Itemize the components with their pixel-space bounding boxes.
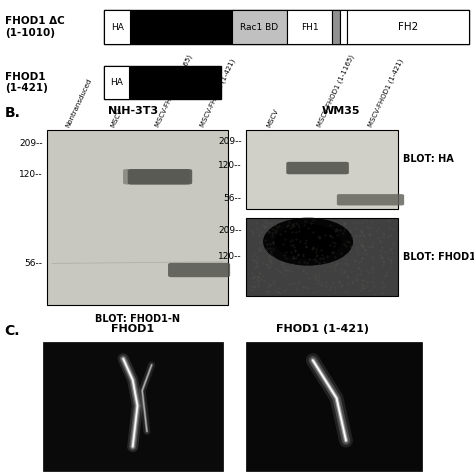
Text: FHOD1 ΔC
(1-1010): FHOD1 ΔC (1-1010) — [5, 16, 64, 38]
Bar — [246, 218, 398, 296]
Text: HA: HA — [110, 78, 123, 87]
Bar — [246, 130, 398, 209]
Text: C.: C. — [5, 324, 20, 338]
Text: BLOT: HA: BLOT: HA — [403, 154, 454, 164]
Text: 56--: 56-- — [25, 259, 43, 268]
Bar — [347, 10, 469, 44]
Bar — [246, 342, 422, 471]
Text: MSCV-FHOD1 (1-1165): MSCV-FHOD1 (1-1165) — [317, 54, 356, 128]
Text: 120--: 120-- — [218, 161, 242, 170]
Text: MSCV: MSCV — [266, 108, 280, 128]
Text: MSCV-FHOD1 (1-1165): MSCV-FHOD1 (1-1165) — [154, 54, 193, 128]
Bar — [104, 66, 221, 99]
Text: BLOT: FHOD1-C: BLOT: FHOD1-C — [403, 252, 474, 262]
Text: FHOD1: FHOD1 — [111, 324, 154, 334]
Bar — [47, 130, 228, 305]
Bar — [43, 342, 223, 471]
Text: 209--: 209-- — [19, 139, 43, 148]
Text: WM35: WM35 — [322, 107, 361, 117]
Ellipse shape — [263, 218, 353, 265]
Bar — [332, 10, 340, 44]
Text: Nontransduced: Nontransduced — [64, 77, 92, 128]
Text: 120--: 120-- — [218, 253, 242, 261]
Text: MSCV-FHOD1 (1-421): MSCV-FHOD1 (1-421) — [199, 58, 237, 128]
Bar — [104, 10, 469, 44]
Text: FHOD1 (1-421): FHOD1 (1-421) — [276, 324, 369, 334]
Text: 56--: 56-- — [224, 193, 242, 202]
Text: FH2: FH2 — [398, 22, 418, 32]
Bar — [232, 10, 287, 44]
Text: BLOT: FHOD1-N: BLOT: FHOD1-N — [95, 314, 180, 324]
Ellipse shape — [275, 224, 341, 259]
Text: 209--: 209-- — [218, 226, 242, 235]
FancyBboxPatch shape — [123, 169, 189, 184]
Text: MSCV-FHOD1 (1-421): MSCV-FHOD1 (1-421) — [367, 58, 404, 128]
Text: NIH-3T3: NIH-3T3 — [108, 107, 158, 117]
Text: FHOD1
(1-421): FHOD1 (1-421) — [5, 72, 47, 93]
Text: Rac1 BD: Rac1 BD — [240, 23, 278, 32]
Text: B.: B. — [5, 107, 20, 120]
FancyBboxPatch shape — [286, 162, 349, 174]
Text: HA: HA — [111, 23, 124, 32]
Text: MSCV: MSCV — [109, 108, 123, 128]
FancyBboxPatch shape — [337, 194, 404, 205]
FancyBboxPatch shape — [128, 169, 192, 184]
Bar — [104, 10, 130, 44]
Bar — [104, 66, 129, 99]
Text: 209--: 209-- — [218, 137, 242, 146]
FancyBboxPatch shape — [168, 263, 230, 277]
Bar — [340, 10, 347, 44]
Bar — [287, 10, 332, 44]
Text: FH1: FH1 — [301, 23, 319, 32]
Text: 120--: 120-- — [19, 170, 43, 179]
